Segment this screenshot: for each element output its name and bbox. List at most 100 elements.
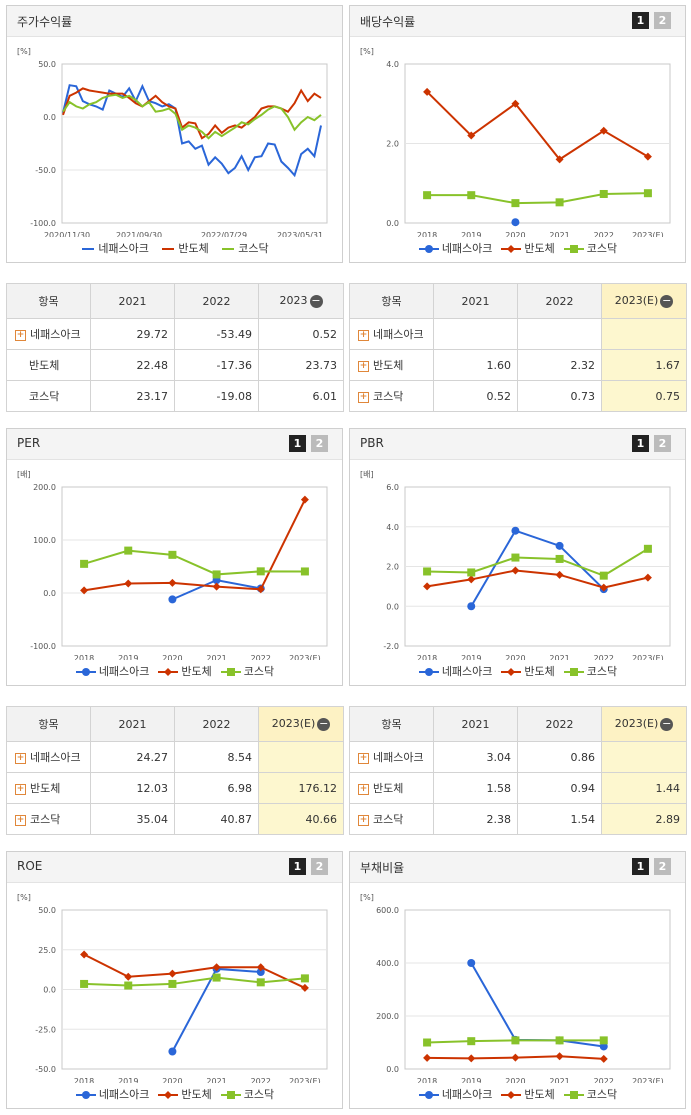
- legend-item[interactable]: 코스닥: [563, 1086, 617, 1102]
- page-2-button[interactable]: 2: [654, 435, 671, 452]
- y-unit-label: [%]: [360, 893, 374, 902]
- x-tick-label: 2018: [74, 1077, 94, 1083]
- roe-panel: ROE 1 2 [%] 50.0 25.0 0.0 -25.0 -50.0 2018 2019…: [6, 851, 343, 1109]
- y-unit-label: [배]: [360, 470, 374, 479]
- y-tick-label: 0.0: [43, 986, 56, 995]
- series-line-2: [62, 93, 322, 140]
- expand-icon: +: [15, 814, 26, 826]
- table-row: + 네패스아크: [349, 318, 687, 350]
- x-tick-label: 2019: [461, 654, 481, 660]
- column-header: 2022: [517, 706, 602, 742]
- legend-item[interactable]: 코스닥: [220, 663, 274, 679]
- page-2-button[interactable]: 2: [654, 12, 671, 29]
- legend-label: 네패스아크: [441, 1088, 493, 1101]
- page-1-button[interactable]: 1: [632, 858, 649, 875]
- series-line-0: [62, 83, 322, 178]
- x-tick-label: 2021: [549, 1077, 569, 1083]
- collapse-icon[interactable]: −: [309, 293, 323, 308]
- legend-item[interactable]: 반도체: [500, 1086, 555, 1102]
- page-2-button[interactable]: 2: [311, 858, 328, 875]
- legend-item[interactable]: 네패스아크: [75, 663, 150, 679]
- collapse-icon[interactable]: −: [660, 716, 674, 731]
- legend-item[interactable]: 반도체: [157, 1086, 212, 1102]
- y-tick-label: 0.0: [386, 219, 399, 228]
- legend-label: 네패스아크: [98, 665, 150, 678]
- page-2-button[interactable]: 2: [311, 435, 328, 452]
- legend-item-nepes-ark[interactable]: 네패스아크: [82, 242, 149, 255]
- roe-chart: [%] 50.0 25.0 0.0 -25.0 -50.0 2018 2019 2020 2021…: [17, 893, 328, 1083]
- y-tick-label: 4.0: [386, 523, 399, 532]
- series-2: [423, 189, 652, 208]
- legend-item[interactable]: 네패스아크: [75, 1086, 149, 1102]
- data-point: [643, 189, 652, 198]
- y-tick-label: -25.0: [35, 1025, 56, 1034]
- x-tick-label: 2021: [206, 654, 226, 660]
- data-point: [643, 544, 652, 553]
- panel-title: PBR: [360, 436, 384, 450]
- table-cell: 1.67: [601, 349, 687, 381]
- page-2-button[interactable]: 2: [654, 858, 671, 875]
- data-point: [511, 199, 520, 208]
- row-name[interactable]: + 코스닥: [349, 380, 434, 412]
- legend-item[interactable]: 네패스아크: [418, 663, 492, 679]
- row-name[interactable]: + 네패스아크: [349, 741, 434, 773]
- page-1-button[interactable]: 1: [632, 12, 649, 29]
- panel-header: 배당수익률 1 2: [350, 6, 685, 37]
- row-name[interactable]: + 네패스아크: [6, 318, 91, 350]
- chart-legend: 네패스아크 반도체 코스닥: [7, 663, 342, 679]
- pbr-panel: PBR 1 2 [배] 6.0 4.0 2.0 0.0 -2.0 2018 2019 2020 2…: [349, 428, 686, 686]
- series-line: [84, 976, 306, 987]
- y-tick-label: 100.0: [33, 536, 56, 545]
- legend-item[interactable]: 코스닥: [563, 240, 617, 256]
- legend-item[interactable]: 반도체: [500, 663, 555, 679]
- y-tick-label: -2.0: [383, 642, 399, 651]
- legend-item[interactable]: 네패스아크: [418, 1086, 493, 1102]
- data-point: [423, 1053, 432, 1062]
- row-name[interactable]: + 반도체: [349, 772, 434, 804]
- series-line: [83, 953, 306, 989]
- y-tick-label: 4.0: [386, 60, 399, 69]
- collapse-icon[interactable]: −: [317, 716, 331, 731]
- legend-item-kosdaq[interactable]: 코스닥: [222, 242, 269, 255]
- legend-item[interactable]: 반도체: [157, 663, 212, 679]
- page-1-button[interactable]: 1: [289, 435, 306, 452]
- table-row: + 코스닥 35.04 40.87 40.66: [6, 803, 344, 835]
- column-header: 2022: [517, 283, 602, 319]
- row-name[interactable]: + 코스닥: [349, 803, 434, 835]
- data-point: [80, 950, 89, 959]
- row-name[interactable]: + 반도체: [6, 772, 91, 804]
- table-cell: [433, 318, 518, 350]
- x-tick-label: 2022: [594, 1077, 614, 1083]
- legend-item[interactable]: 코스닥: [220, 1086, 274, 1102]
- column-header: 2023−: [258, 283, 344, 319]
- table-cell: 176.12: [258, 772, 344, 804]
- table-row: + 코스닥 2.38 1.54 2.89: [349, 803, 687, 835]
- data-point: [555, 155, 564, 164]
- data-point: [467, 131, 476, 140]
- legend-item[interactable]: 코스닥: [563, 663, 617, 679]
- row-name[interactable]: + 코스닥: [6, 803, 91, 835]
- legend-marker: [424, 668, 433, 676]
- data-point: [168, 578, 177, 587]
- data-point: [511, 1036, 520, 1045]
- panel-title: 주가수익률: [17, 15, 73, 29]
- data-point: [124, 981, 133, 990]
- data-point: [168, 550, 177, 559]
- page-1-button[interactable]: 1: [289, 858, 306, 875]
- row-name[interactable]: + 반도체: [349, 349, 434, 381]
- row-name[interactable]: + 네패스아크: [349, 318, 434, 350]
- legend-item[interactable]: 네패스아크: [418, 240, 492, 256]
- series-0: [467, 959, 608, 1051]
- legend-item[interactable]: 반도체: [500, 240, 555, 256]
- panel-title: ROE: [17, 859, 43, 873]
- y-tick-label: 400.0: [376, 959, 399, 968]
- row-name[interactable]: + 네패스아크: [6, 741, 91, 773]
- collapse-icon[interactable]: −: [660, 293, 674, 308]
- chart-legend: 네패스아크 반도체 코스닥: [350, 240, 685, 256]
- page-1-button[interactable]: 1: [632, 435, 649, 452]
- data-point: [423, 1038, 432, 1047]
- data-point: [256, 567, 265, 576]
- data-point: [300, 567, 309, 576]
- legend-label: 코스닥: [586, 665, 618, 678]
- legend-item-semiconductor[interactable]: 반도체: [162, 242, 209, 255]
